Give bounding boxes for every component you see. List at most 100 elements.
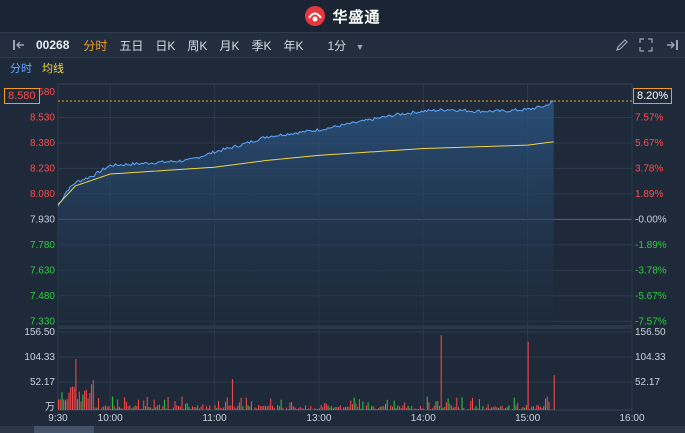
tab-period-1[interactable]: 五日 — [119, 38, 144, 53]
volume-bar — [398, 406, 400, 410]
volume-bar — [160, 409, 162, 410]
volume-bar — [124, 397, 126, 410]
volume-bar — [371, 405, 373, 410]
volume-bar — [301, 408, 303, 410]
volume-bar — [494, 406, 496, 410]
intraday-chart[interactable]: 8.6809.46%8.5307.57%8.3805.67%8.2303.78%… — [0, 78, 685, 426]
x-tick-label: 16:00 — [619, 413, 644, 424]
volume-bar — [171, 409, 173, 410]
volume-bar — [150, 407, 152, 410]
volume-bar — [325, 403, 327, 410]
price-line — [57, 100, 554, 207]
tab-period-5[interactable]: 季K — [251, 38, 272, 53]
tab-period-0[interactable]: 分时 — [83, 38, 108, 53]
volume-bar — [442, 407, 444, 410]
volume-bar — [134, 405, 136, 410]
brand-logo-icon — [305, 6, 326, 26]
tab-period-3[interactable]: 周K — [187, 38, 208, 53]
volume-bar — [518, 409, 520, 410]
volume-bar — [202, 404, 204, 410]
volume-bar — [240, 397, 242, 410]
volume-bar — [151, 408, 153, 410]
volume-bar — [153, 399, 155, 410]
volume-bar — [179, 406, 181, 410]
volume-bar — [270, 398, 272, 410]
volume-bar — [303, 408, 305, 410]
volume-bar — [174, 401, 176, 410]
volume-bar — [338, 407, 340, 410]
volume-bar — [230, 405, 232, 410]
volume-bar — [205, 405, 207, 410]
volume-bar — [178, 405, 180, 410]
volume-bar — [430, 409, 432, 410]
volume-bar — [264, 405, 266, 410]
volume-bar — [534, 408, 536, 410]
volume-bar — [78, 391, 80, 410]
tab-period-6[interactable]: 年K — [283, 38, 304, 53]
volume-bar — [176, 405, 178, 410]
volume-bar — [139, 408, 141, 410]
volume-bar — [190, 408, 192, 410]
volume-bar — [146, 396, 148, 410]
tab-minute[interactable]: 分时 — [10, 63, 32, 75]
volume-bar — [113, 405, 115, 410]
volume-bar — [327, 405, 329, 410]
volume-bar — [409, 408, 411, 410]
y-tick-left: 8.680 — [30, 87, 55, 98]
volume-bar — [315, 408, 317, 410]
scrollbar-thumb[interactable] — [34, 426, 94, 433]
volume-bar — [458, 407, 460, 410]
volume-bar — [357, 406, 359, 410]
y-tick-right: 3.78% — [635, 163, 663, 174]
horizontal-scrollbar[interactable] — [0, 426, 685, 433]
volume-bar — [517, 402, 519, 410]
volume-bar — [416, 409, 418, 410]
volume-bar — [278, 406, 280, 410]
volume-bar — [162, 405, 164, 410]
volume-bar — [411, 406, 413, 410]
volume-bar — [138, 399, 140, 410]
volume-bar — [96, 407, 98, 410]
volume-bar — [68, 392, 70, 410]
tab-period-4[interactable]: 月K — [219, 38, 240, 53]
tab-period-2[interactable]: 日K — [155, 38, 176, 53]
y-tick-left: 7.630 — [30, 265, 55, 276]
volume-bar — [374, 408, 376, 410]
volume-bar — [395, 407, 397, 410]
volume-bar — [412, 409, 414, 410]
volume-bar — [511, 409, 513, 410]
volume-bar — [285, 407, 287, 410]
volume-bar — [70, 387, 72, 410]
vol-tick-left: 52.17 — [30, 377, 55, 388]
x-tick-label: 15:00 — [515, 413, 540, 424]
interval-select[interactable]: 1分 ▼ — [327, 37, 364, 54]
vol-tick-left: 104.33 — [24, 352, 55, 363]
volume-bar — [198, 408, 200, 410]
volume-bar — [431, 408, 433, 410]
expand-icon[interactable] — [639, 38, 653, 52]
y-tick-left: 7.780 — [30, 240, 55, 251]
volume-bar — [169, 409, 171, 410]
volume-bar — [485, 407, 487, 410]
volume-bar — [85, 389, 87, 410]
collapse-left-icon[interactable] — [12, 39, 28, 51]
volume-bar — [244, 409, 246, 410]
collapse-right-icon[interactable] — [663, 39, 679, 51]
volume-bar — [515, 405, 517, 410]
volume-bar — [553, 375, 555, 410]
volume-bar — [475, 406, 477, 410]
y-tick-right: -1.89% — [635, 240, 667, 251]
volume-bar — [421, 408, 423, 410]
volume-bar — [466, 409, 468, 410]
volume-bar — [543, 406, 545, 410]
volume-bar — [111, 396, 113, 410]
volume-bar — [63, 399, 65, 410]
volume-bar — [426, 396, 428, 410]
tab-avg-line[interactable]: 均线 — [42, 63, 64, 75]
volume-bar — [498, 407, 500, 410]
volume-bar — [454, 406, 456, 410]
volume-bar — [94, 407, 96, 410]
volume-bar — [207, 408, 209, 410]
pen-icon[interactable] — [615, 38, 629, 52]
volume-bar — [228, 405, 230, 410]
